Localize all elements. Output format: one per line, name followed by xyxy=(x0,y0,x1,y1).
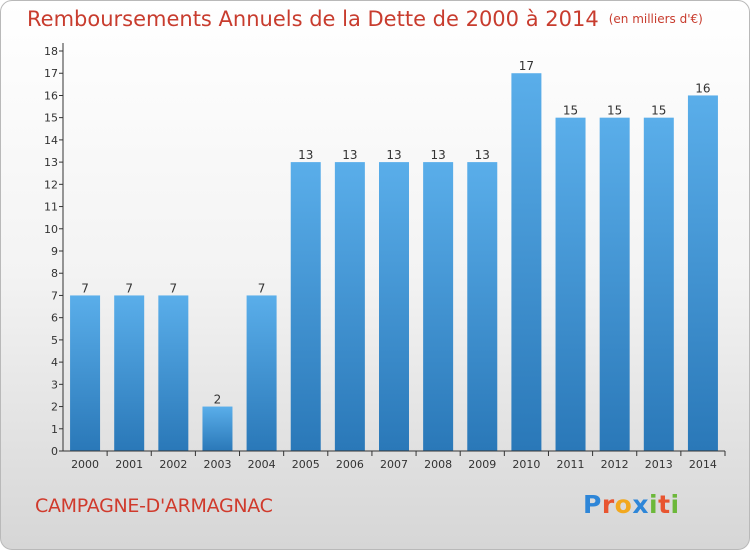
x-tick-label: 2008 xyxy=(424,458,452,471)
y-tick-label: 14 xyxy=(44,134,58,147)
y-tick-label: 3 xyxy=(51,378,58,391)
y-tick-label: 18 xyxy=(44,45,58,58)
bar xyxy=(643,117,674,452)
x-tick-label: 2010 xyxy=(512,458,540,471)
y-tick-label: 13 xyxy=(44,156,58,169)
y-tick-label: 8 xyxy=(51,267,58,280)
y-tick-label: 11 xyxy=(44,201,58,214)
bar-value-label: 13 xyxy=(342,148,357,162)
proxiti-logo: Proxiti xyxy=(583,490,680,519)
y-tick-label: 7 xyxy=(51,289,58,302)
bar xyxy=(70,295,101,451)
logo-letter: x xyxy=(632,490,649,519)
x-tick-label: 2007 xyxy=(380,458,408,471)
chart-title-text: Remboursements Annuels de la Dette de 20… xyxy=(27,7,599,31)
y-tick-label: 2 xyxy=(51,401,58,414)
x-tick-label: 2014 xyxy=(689,458,717,471)
bar xyxy=(202,406,233,451)
labels-group: 7200072001720022200372004132005132006132… xyxy=(44,45,717,471)
bar-value-label: 7 xyxy=(81,281,89,295)
chart-title: Remboursements Annuels de la Dette de 20… xyxy=(27,7,703,31)
bar xyxy=(555,117,586,452)
logo-letter: o xyxy=(614,490,633,519)
x-tick-label: 2006 xyxy=(336,458,364,471)
bar-value-label: 7 xyxy=(125,281,133,295)
y-tick-label: 15 xyxy=(44,112,58,125)
y-tick-label: 16 xyxy=(44,89,58,102)
x-tick-label: 2005 xyxy=(292,458,320,471)
bar xyxy=(687,95,718,451)
x-tick-label: 2013 xyxy=(645,458,673,471)
bar xyxy=(334,162,365,451)
bar-value-label: 16 xyxy=(695,81,710,95)
logo-letter: i xyxy=(649,490,659,519)
bar-value-label: 15 xyxy=(563,104,578,118)
logo-letter: i xyxy=(670,490,680,519)
y-tick-label: 1 xyxy=(51,423,58,436)
y-tick-label: 6 xyxy=(51,312,58,325)
y-tick-label: 17 xyxy=(44,67,58,80)
axes-group xyxy=(59,43,726,456)
bar xyxy=(423,162,454,451)
y-tick-label: 12 xyxy=(44,178,58,191)
x-tick-label: 2009 xyxy=(468,458,496,471)
bar xyxy=(599,117,630,452)
x-tick-label: 2003 xyxy=(203,458,231,471)
bar-value-label: 17 xyxy=(519,59,534,73)
logo-letter: P xyxy=(583,490,602,519)
y-tick-label: 10 xyxy=(44,223,58,236)
bars-group xyxy=(70,73,718,452)
bar xyxy=(379,162,409,451)
bar xyxy=(158,295,189,451)
bar-value-label: 2 xyxy=(214,393,222,407)
x-tick-label: 2011 xyxy=(557,458,585,471)
x-tick-label: 2012 xyxy=(601,458,629,471)
bar-value-label: 13 xyxy=(386,148,401,162)
y-tick-label: 9 xyxy=(51,245,58,258)
bar-value-label: 13 xyxy=(475,148,490,162)
y-tick-label: 4 xyxy=(51,356,58,369)
bar-value-label: 7 xyxy=(170,281,178,295)
commune-name: CAMPAGNE-D'ARMAGNAC xyxy=(35,495,273,517)
bar-value-label: 15 xyxy=(607,104,622,118)
bar xyxy=(114,295,145,451)
bar-value-label: 7 xyxy=(258,281,266,295)
y-tick-label: 0 xyxy=(51,445,58,458)
x-tick-label: 2001 xyxy=(115,458,143,471)
x-tick-label: 2002 xyxy=(159,458,187,471)
bar-value-label: 13 xyxy=(430,148,445,162)
y-tick-label: 5 xyxy=(51,334,58,347)
bar xyxy=(511,73,542,451)
bar-value-label: 13 xyxy=(298,148,313,162)
bar xyxy=(246,295,277,451)
logo-letter: t xyxy=(658,490,671,519)
bar xyxy=(467,162,498,451)
x-tick-label: 2004 xyxy=(248,458,276,471)
chart-unit: (en milliers d'€) xyxy=(608,12,703,26)
bar-value-label: 15 xyxy=(651,104,666,118)
logo-letter: r xyxy=(601,490,615,519)
x-tick-label: 2000 xyxy=(71,458,99,471)
bar xyxy=(290,162,321,451)
